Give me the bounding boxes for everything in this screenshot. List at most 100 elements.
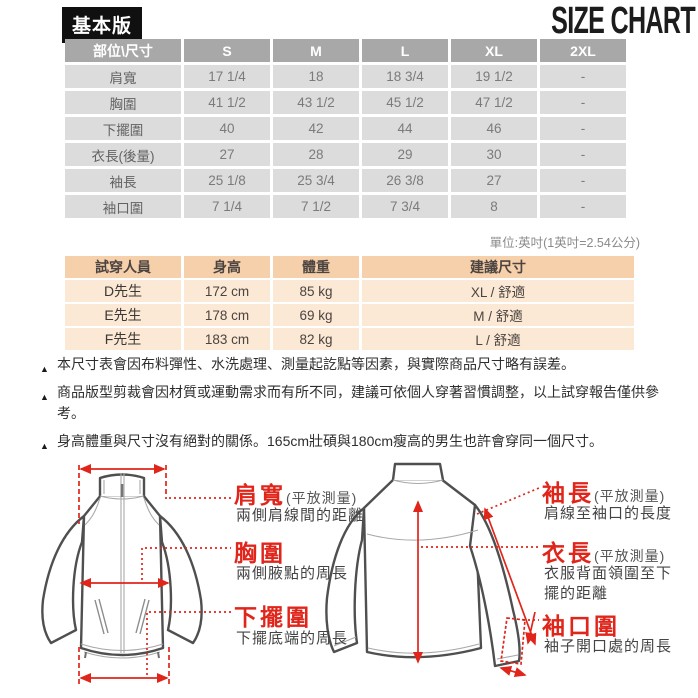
- row-label: 袖長: [65, 169, 181, 192]
- table-row: 袖長 25 1/8 25 3/4 26 3/8 27 -: [65, 169, 626, 192]
- table-cell: 28: [273, 143, 359, 166]
- size-chart-table: 部位\尺寸 S M L XL 2XL 肩寬 17 1/4 18 18 3/4 1…: [62, 36, 629, 221]
- fit-height: 178 cm: [184, 304, 270, 326]
- triangle-bullet-icon: ▲: [40, 392, 49, 402]
- fit-suggestion: M / 舒適: [362, 304, 634, 326]
- table-cell: 45 1/2: [362, 91, 448, 114]
- label-desc: 衣服背面領圍至下擺的距離: [544, 565, 673, 602]
- table-cell: 7 3/4: [362, 195, 448, 218]
- table-row: 肩寬 17 1/4 18 18 3/4 19 1/2 -: [65, 65, 626, 88]
- front-annotation-lines: [78, 463, 231, 686]
- label-chest: 胸圍: [234, 534, 286, 568]
- label-term: 袖口圍: [542, 613, 620, 639]
- fit-suggestion: XL / 舒適: [362, 280, 634, 302]
- table-cell: -: [540, 91, 626, 114]
- note-text: 身高體重與尺寸沒有絕對的關係。165cm壯碩與180cm瘦高的男生也許會穿同一個…: [57, 433, 604, 449]
- table-row: 袖口圍 7 1/4 7 1/2 7 3/4 8 -: [65, 195, 626, 218]
- fit-height: 183 cm: [184, 328, 270, 350]
- table-row: F先生 183 cm 82 kg L / 舒適: [65, 328, 634, 350]
- table-cell: 8: [451, 195, 537, 218]
- triangle-bullet-icon: ▲: [40, 441, 49, 451]
- label-sleeve-length: 袖長(平放測量): [542, 474, 665, 508]
- measurement-diagram: 肩寬(平放測量) 兩側肩線間的距離 胸圍 兩側腋點的周長 下擺圍 下擺底端的周長…: [0, 450, 698, 698]
- table-row: 衣長(後量) 27 28 29 30 -: [65, 143, 626, 166]
- row-label: 衣長(後量): [65, 143, 181, 166]
- label-desc: 袖子開口處的周長: [544, 638, 673, 655]
- table-cell: 7 1/4: [184, 195, 270, 218]
- unit-note: 單位:英吋(1英吋=2.54公分): [489, 236, 640, 250]
- fit-person: E先生: [65, 304, 181, 326]
- label-term: 袖長: [542, 480, 594, 506]
- table-cell: 40: [184, 117, 270, 140]
- label-shoulder-width: 肩寬(平放測量): [234, 476, 357, 510]
- table-cell: 46: [451, 117, 537, 140]
- label-desc: 兩側腋點的周長: [236, 565, 349, 582]
- table-cell: 26 3/8: [362, 169, 448, 192]
- fit-weight: 82 kg: [273, 328, 359, 350]
- table-cell: -: [540, 143, 626, 166]
- note-item: ▲ 商品版型剪裁會因材質或運動需求而有所不同，建議可依個人穿著習慣調整，以上試穿…: [40, 382, 672, 424]
- table-cell: 47 1/2: [451, 91, 537, 114]
- table-cell: -: [540, 169, 626, 192]
- size-header-xl: XL: [451, 39, 537, 62]
- table-cell: 7 1/2: [273, 195, 359, 218]
- label-cuff: 袖口圍: [542, 607, 620, 641]
- fit-weight: 69 kg: [273, 304, 359, 326]
- table-cell: -: [540, 195, 626, 218]
- disclaimer-notes: ▲ 本尺寸表會因布料彈性、水洗處理、測量起訖點等因素，與實際商品尺寸略有誤差。 …: [40, 354, 672, 459]
- fit-header-weight: 體重: [273, 256, 359, 278]
- table-cell: 18 3/4: [362, 65, 448, 88]
- size-header-m: M: [273, 39, 359, 62]
- size-header-l: L: [362, 39, 448, 62]
- jacket-front-details: [80, 473, 164, 659]
- note-item: ▲ 身高體重與尺寸沒有絕對的關係。165cm壯碩與180cm瘦高的男生也許會穿同…: [40, 431, 672, 452]
- label-term: 下擺圍: [234, 604, 312, 630]
- table-cell: 42: [273, 117, 359, 140]
- table-cell: 19 1/2: [451, 65, 537, 88]
- note-text: 本尺寸表會因布料彈性、水洗處理、測量起訖點等因素，與實際商品尺寸略有誤差。: [57, 356, 575, 372]
- label-term: 肩寬: [234, 482, 286, 508]
- size-table-header-row: 部位\尺寸 S M L XL 2XL: [65, 39, 626, 62]
- page-title: SIZE CHART: [551, 0, 696, 42]
- table-cell: 29: [362, 143, 448, 166]
- fit-person: D先生: [65, 280, 181, 302]
- table-cell: 25 1/8: [184, 169, 270, 192]
- label-suffix: (平放測量): [594, 548, 666, 564]
- table-cell: 17 1/4: [184, 65, 270, 88]
- table-cell: 30: [451, 143, 537, 166]
- fit-test-table: 試穿人員 身高 體重 建議尺寸 D先生 172 cm 85 kg XL / 舒適…: [62, 254, 637, 352]
- table-cell: 43 1/2: [273, 91, 359, 114]
- fit-suggestion: L / 舒適: [362, 328, 634, 350]
- size-header-s: S: [184, 39, 270, 62]
- table-cell: 44: [362, 117, 448, 140]
- table-cell: 18: [273, 65, 359, 88]
- row-label: 胸圍: [65, 91, 181, 114]
- table-row: E先生 178 cm 69 kg M / 舒適: [65, 304, 634, 326]
- fit-header-person: 試穿人員: [65, 256, 181, 278]
- jacket-front-drawing: [41, 473, 203, 657]
- table-row: 下擺圍 40 42 44 46 -: [65, 117, 626, 140]
- label-body-length: 衣長(平放測量): [542, 534, 665, 568]
- row-label: 袖口圍: [65, 195, 181, 218]
- note-text: 商品版型剪裁會因材質或運動需求而有所不同，建議可依個人穿著習慣調整，以上試穿報告…: [57, 384, 659, 421]
- label-term: 衣長: [542, 540, 594, 566]
- fit-height: 172 cm: [184, 280, 270, 302]
- label-suffix: (平放測量): [594, 488, 666, 504]
- note-item: ▲ 本尺寸表會因布料彈性、水洗處理、測量起訖點等因素，與實際商品尺寸略有誤差。: [40, 354, 672, 375]
- table-cell: -: [540, 117, 626, 140]
- table-cell: -: [540, 65, 626, 88]
- row-label: 下擺圍: [65, 117, 181, 140]
- fit-person: F先生: [65, 328, 181, 350]
- label-term: 胸圍: [234, 540, 286, 566]
- row-label: 肩寬: [65, 65, 181, 88]
- table-cell: 27: [184, 143, 270, 166]
- label-hem: 下擺圍: [234, 598, 312, 632]
- fit-header-suggestion: 建議尺寸: [362, 256, 634, 278]
- label-desc: 兩側肩線間的距離: [236, 507, 365, 524]
- triangle-bullet-icon: ▲: [40, 364, 49, 374]
- table-cell: 25 3/4: [273, 169, 359, 192]
- fit-weight: 85 kg: [273, 280, 359, 302]
- fit-table-header-row: 試穿人員 身高 體重 建議尺寸: [65, 256, 634, 278]
- jacket-diagram-drawing: [41, 462, 540, 686]
- size-header-2xl: 2XL: [540, 39, 626, 62]
